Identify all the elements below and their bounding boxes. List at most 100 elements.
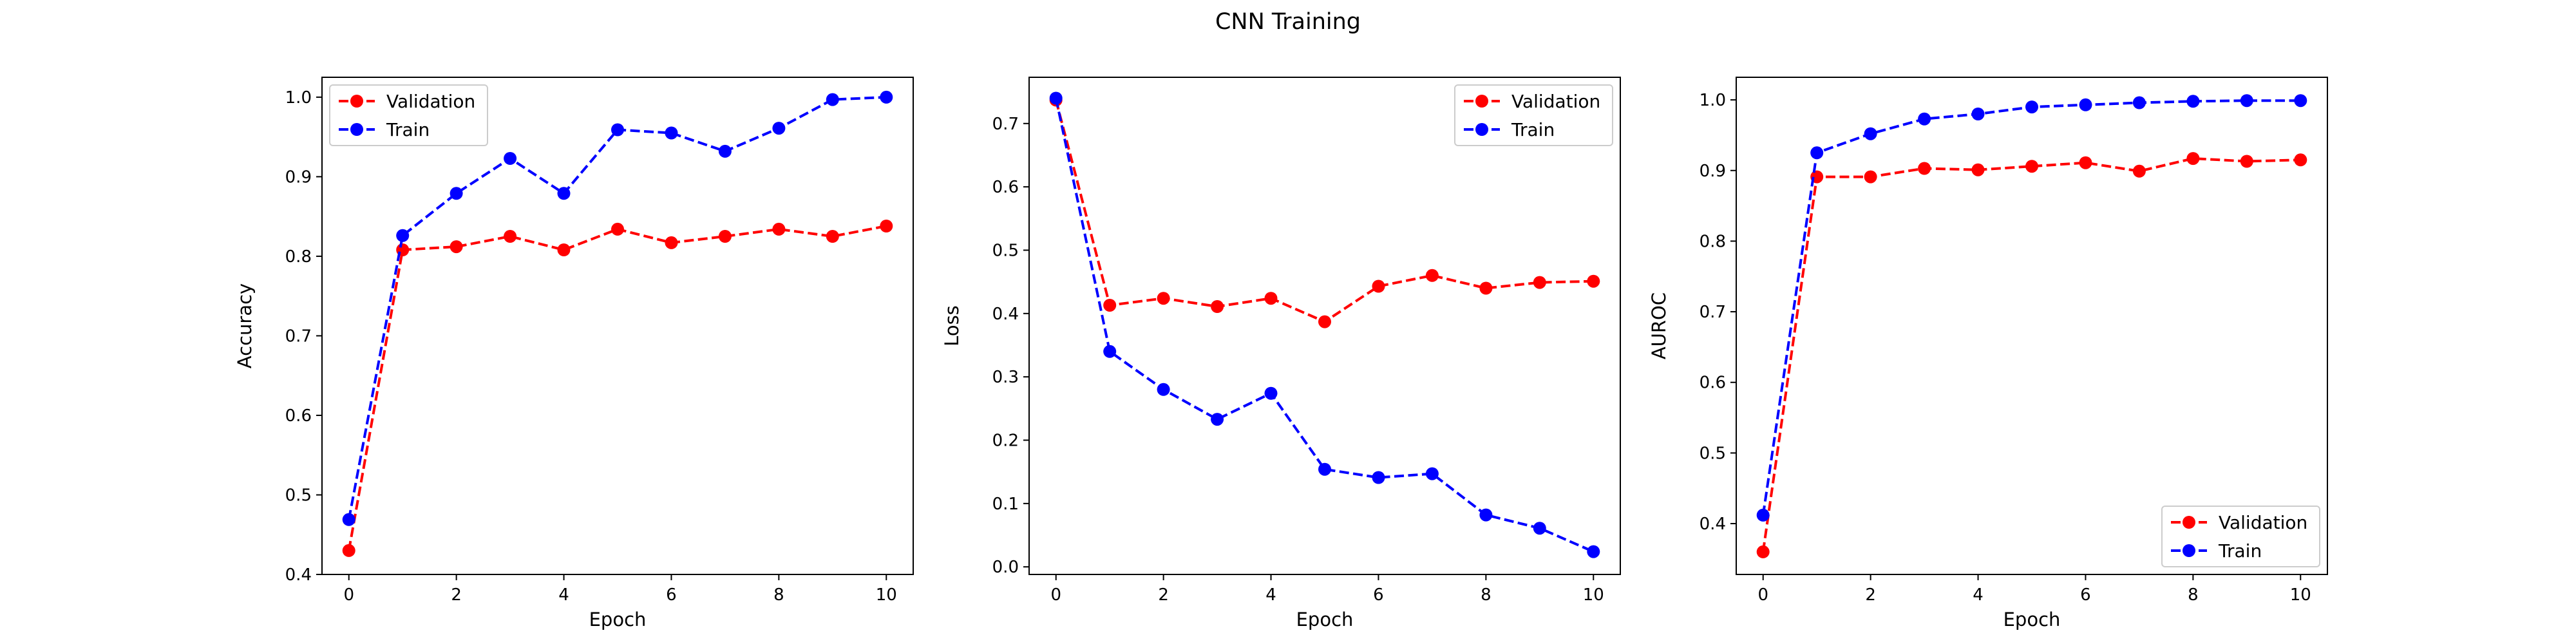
data-point-validation [880, 220, 893, 232]
data-point-train [2240, 94, 2253, 108]
x-tick-label: 4 [558, 585, 569, 605]
charts-container: 0 2 4 6 8 10 0.4 0.5 0.6 0.7 0.8 0.9 1.0 Epoch Accurac… [234, 77, 2328, 630]
data-point-train [1864, 127, 1877, 140]
data-point-train [1157, 383, 1170, 396]
data-point-validation [2240, 155, 2253, 168]
data-point-train [450, 187, 463, 200]
data-point-validation [1533, 276, 1546, 289]
data-point-train [880, 90, 893, 104]
y-tick-label: 0.9 [285, 167, 312, 187]
x-tick-label: 2 [451, 585, 462, 605]
data-point-validation [1971, 163, 1985, 176]
x-tick-label: 10 [2290, 585, 2311, 605]
data-point-train [342, 513, 355, 526]
x-tick-label: 6 [666, 585, 677, 605]
data-point-train [1425, 467, 1439, 480]
y-axis-label: Accuracy [234, 283, 256, 368]
x-tick-label: 0 [1757, 585, 1768, 605]
y-axis-label: AUROC [1648, 292, 1670, 359]
data-point-validation [450, 240, 463, 254]
data-point-validation [665, 236, 678, 249]
data-point-validation [504, 230, 517, 243]
chart-2: 0 2 4 6 8 10 0.0 0.1 0.2 0.3 0.4 0.5 0.6 0.7 Epoch Loss… [941, 77, 1621, 630]
x-axis-label: Epoch [589, 609, 647, 630]
series-line-validation [1761, 157, 2301, 553]
x-tick-label: 4 [1973, 585, 1984, 605]
data-point-train [1810, 146, 1824, 160]
x-axis-label: Epoch [1296, 609, 1354, 630]
y-tick-label: 0.7 [1700, 303, 1726, 322]
legend-label: Train [386, 119, 430, 140]
data-point-validation [1479, 281, 1493, 295]
x-tick-label: 6 [2080, 585, 2091, 605]
data-point-validation [1211, 300, 1224, 313]
data-point-train [2025, 100, 2038, 114]
legend-label: Validation [386, 91, 475, 112]
legend: Validation Train [2161, 506, 2320, 567]
x-tick-label: 8 [1481, 585, 1492, 605]
data-point-train [2132, 96, 2146, 109]
chart-3: 0 2 4 6 8 10 0.4 0.5 0.6 0.7 0.8 0.9 1.0 Epoch AUROC Va… [1648, 77, 2328, 630]
legend-marker [2183, 516, 2195, 529]
legend-label: Validation [1511, 91, 1600, 112]
data-point-validation [1318, 315, 1331, 328]
x-tick-label: 2 [1158, 585, 1169, 605]
x-tick-label: 0 [1050, 585, 1061, 605]
legend-label: Train [1511, 119, 1555, 140]
data-point-validation [1103, 299, 1117, 312]
x-axis-label: Epoch [2003, 609, 2061, 630]
data-point-train [396, 229, 410, 242]
data-point-validation [772, 222, 786, 236]
data-point-validation [1372, 279, 1385, 293]
data-point-validation [2294, 153, 2307, 167]
y-tick-label: 0.5 [1700, 444, 1726, 463]
data-point-validation [1587, 274, 1600, 288]
legend: Validation Train [329, 84, 488, 146]
y-tick-label: 0.7 [285, 327, 312, 346]
data-point-train [1372, 471, 1385, 484]
y-tick-label: 0.1 [992, 495, 1019, 514]
y-tick-label: 0.4 [285, 565, 312, 585]
data-point-train [2079, 98, 2092, 111]
y-tick-label: 0.6 [1700, 374, 1726, 393]
x-tick-label: 0 [343, 585, 354, 605]
data-point-train [1918, 112, 1931, 126]
plot-frame [1028, 77, 1621, 575]
data-point-validation [1157, 292, 1170, 305]
data-point-train [1533, 522, 1546, 535]
y-tick-label: 0.3 [992, 368, 1019, 387]
y-tick-label: 0.8 [1700, 232, 1726, 251]
y-tick-label: 0.4 [992, 305, 1019, 324]
data-point-train [1318, 462, 1331, 476]
data-point-train [2186, 95, 2200, 108]
legend: Validation Train [1454, 84, 1613, 146]
data-point-validation [1918, 162, 1931, 175]
data-point-validation [1864, 170, 1877, 184]
data-point-train [2294, 94, 2307, 108]
data-point-validation [611, 222, 624, 236]
y-tick-label: 0.9 [1700, 162, 1726, 181]
data-point-train [611, 123, 624, 137]
data-point-train [1103, 345, 1117, 358]
data-point-validation [1425, 269, 1439, 282]
y-tick-label: 0.5 [992, 241, 1019, 260]
legend-marker [1475, 123, 1488, 136]
y-tick-label: 0.0 [992, 558, 1019, 577]
data-point-train [772, 122, 786, 135]
data-point-train [1479, 508, 1493, 522]
x-tick-label: 8 [773, 585, 784, 605]
data-point-train [1971, 108, 1985, 120]
data-point-validation [718, 230, 732, 243]
y-tick-label: 0.5 [285, 486, 312, 505]
data-point-train [718, 144, 732, 158]
data-point-train [1587, 545, 1600, 558]
data-point-train [1049, 91, 1063, 105]
x-tick-label: 6 [1373, 585, 1384, 605]
data-point-validation [342, 544, 355, 557]
data-point-train [1211, 413, 1224, 426]
x-tick-label: 10 [876, 585, 897, 605]
data-point-train [1756, 508, 1770, 522]
data-point-validation [2079, 156, 2092, 169]
data-point-train [665, 126, 678, 140]
